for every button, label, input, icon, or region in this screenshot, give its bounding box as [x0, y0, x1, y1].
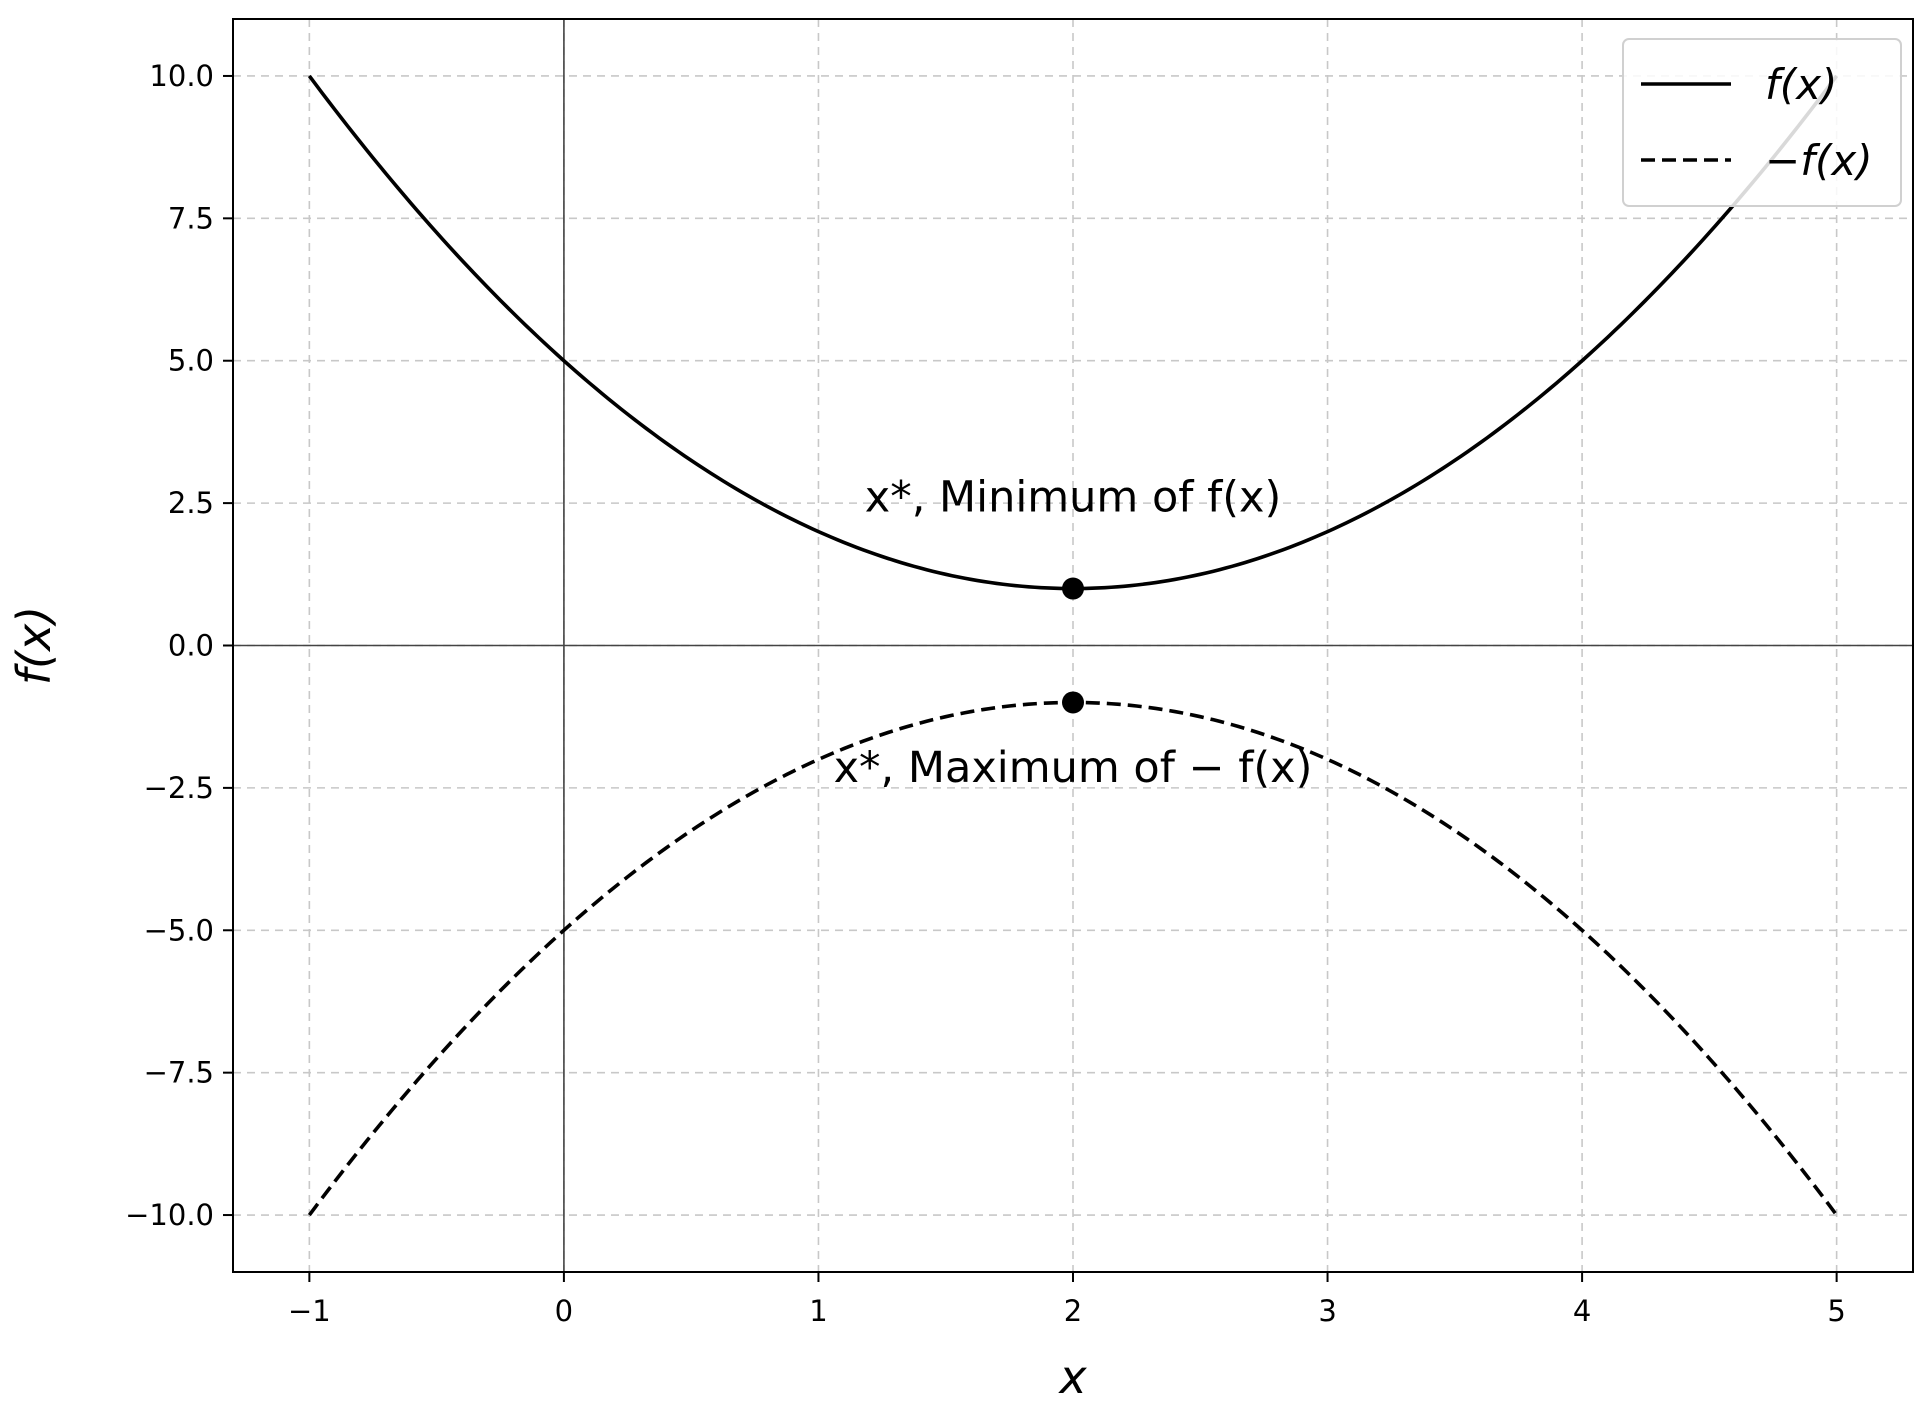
axis-ticks	[223, 74, 1838, 1282]
y-tick-label: −5.0	[144, 913, 214, 947]
y-tick-label: −2.5	[144, 771, 214, 805]
extremum-point	[1062, 691, 1084, 714]
marker-points	[1062, 577, 1084, 714]
zero-lines	[233, 19, 1913, 1272]
legend-box	[1622, 38, 1902, 207]
y-tick-label: 2.5	[168, 486, 214, 520]
y-tick-label: 7.5	[168, 201, 214, 235]
legend: f(x) −f(x)	[1622, 38, 1902, 207]
y-tick-label: −10.0	[125, 1198, 214, 1232]
y-axis-label: f(x)	[7, 606, 61, 685]
annotations: x*, Minimum of f(x) x*, Maximum of − f(x)	[834, 473, 1313, 794]
x-tick-label: 2	[1064, 1294, 1082, 1328]
minimum-annotation: x*, Minimum of f(x)	[865, 473, 1281, 523]
x-tick-label: 3	[1318, 1294, 1336, 1328]
x-tick-label: −1	[288, 1294, 331, 1328]
y-tick-label: 10.0	[149, 59, 214, 93]
maximum-annotation: x*, Maximum of − f(x)	[834, 743, 1313, 793]
y-tick-label: 5.0	[168, 344, 214, 378]
y-tick-label: 0.0	[168, 629, 214, 663]
legend-label: −f(x)	[1765, 136, 1873, 185]
y-tick-label: −7.5	[144, 1056, 214, 1090]
extremum-point	[1062, 577, 1084, 600]
x-tick-label: 1	[809, 1294, 827, 1328]
x-axis-label: x	[1057, 1350, 1087, 1404]
x-tick-label: 4	[1573, 1294, 1591, 1328]
x-tick-label: 0	[555, 1294, 573, 1328]
legend-label: f(x)	[1765, 60, 1837, 109]
tick-labels: −1 0 1 2 3 4 5 10.0 7.5 5.0 2.5 0.0 −2.5 −5.0 −7.5 −10.…	[125, 59, 1846, 1328]
x-tick-label: 5	[1827, 1294, 1845, 1328]
